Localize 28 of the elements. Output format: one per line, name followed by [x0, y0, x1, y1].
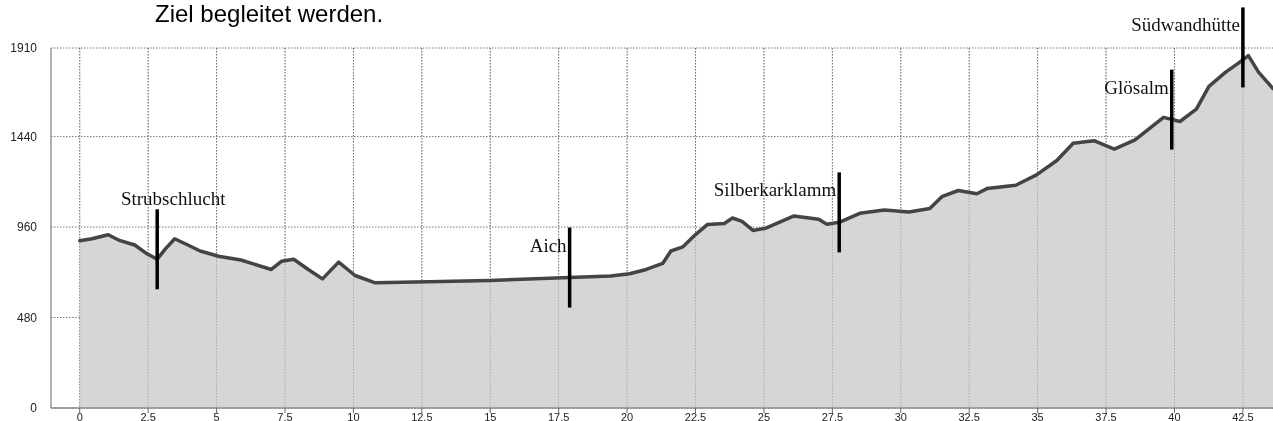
annotation: Silberkarklamm — [713, 179, 837, 201]
x-tick-label: 30 — [894, 411, 907, 421]
y-tick-label: 1440 — [10, 129, 38, 144]
x-tick-label: 22.5 — [684, 411, 707, 421]
y-tick-label: 1910 — [10, 41, 38, 55]
x-tick-label: 20 — [620, 411, 634, 421]
annotation: Aich — [529, 234, 568, 256]
x-tick-label: 17.5 — [547, 411, 570, 421]
annotation: Südwandhütte — [1131, 14, 1240, 36]
x-tick-label: 35 — [1031, 411, 1044, 421]
x-tick-label: 10 — [347, 411, 360, 421]
x-tick-label: 40 — [1168, 411, 1181, 421]
x-tick-label: 15 — [484, 411, 497, 421]
x-tick-label: 27.5 — [821, 411, 844, 421]
annotation: Strubschlucht — [120, 188, 227, 210]
y-tick-label: 960 — [16, 220, 38, 235]
x-tick-label: 42.5 — [1232, 411, 1254, 421]
y-tick-label: 480 — [16, 310, 38, 325]
x-tick-label: 37.5 — [1095, 411, 1117, 421]
x-tick-label: 7.5 — [277, 411, 293, 421]
x-tick-label: 0 — [76, 411, 83, 421]
x-tick-label: 5 — [213, 411, 220, 421]
x-tick-label: 25 — [757, 411, 771, 421]
x-tick-label: 32.5 — [958, 411, 980, 421]
text: Ziel begleitet werden. — [155, 0, 384, 27]
x-tick-label: 12.5 — [411, 411, 433, 421]
annotation: Glösalm — [1104, 76, 1169, 98]
x-tick-label: 2.5 — [140, 411, 156, 421]
